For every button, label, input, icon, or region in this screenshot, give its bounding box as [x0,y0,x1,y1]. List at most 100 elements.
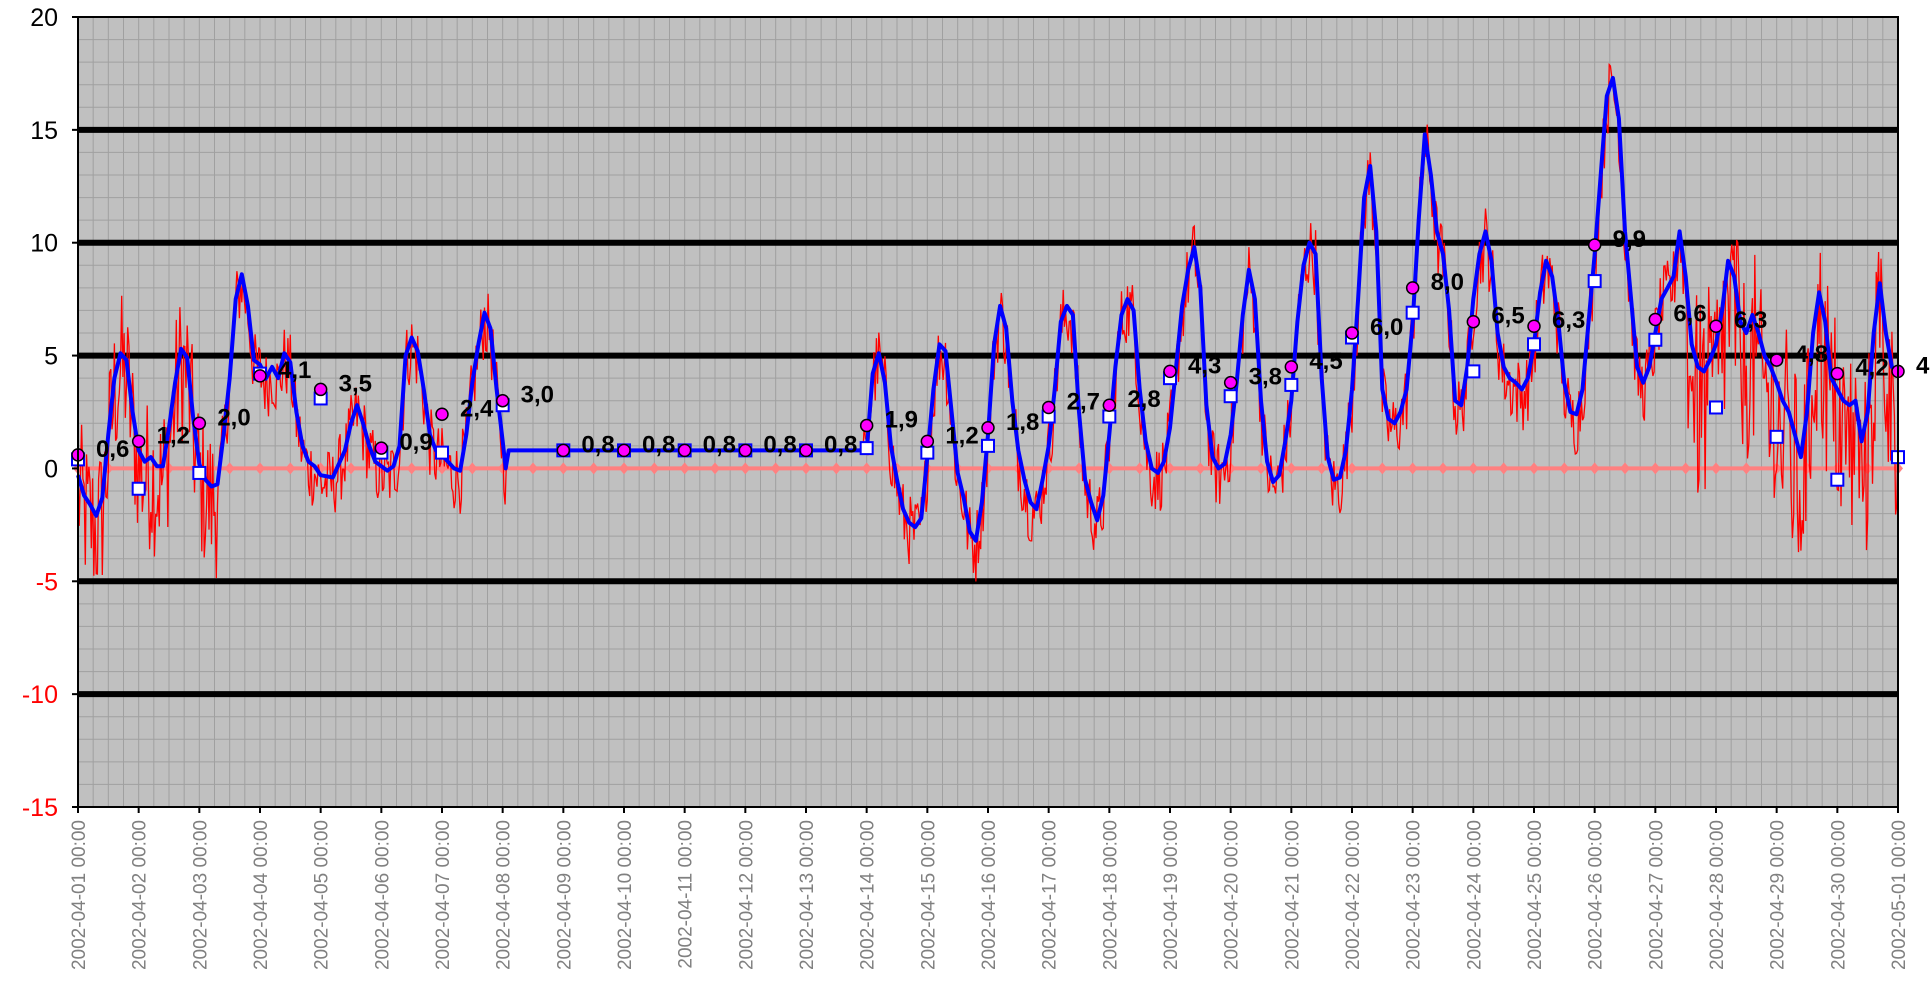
x-tick-label: 2002-04-15 00:00 [918,820,939,970]
x-axis-ticks: 2002-04-01 00:00 2002-04-02 00:00 2002-04-… [69,807,1910,970]
daily-mean-dot [1102,398,1117,412]
zero-line-marker [1256,462,1266,475]
x-tick-label: 2002-04-29 00:00 [1768,820,1789,970]
data-label: 2,4 [460,395,494,422]
daily-mean-markers [71,238,1905,462]
zero-line-marker [649,462,660,475]
x-tick-label: 2002-04-23 00:00 [1404,820,1425,970]
zero-line-marker [1165,462,1175,475]
zero-line-marker [740,462,751,475]
square-marker [192,465,207,480]
zero-line-marker [1468,462,1479,475]
zero-line-marker [1832,462,1843,475]
zero-line-marker [588,462,599,475]
zero-line-marker [1620,462,1630,475]
zero-line-marker [1529,462,1539,475]
x-tick-label: 2002-04-07 00:00 [433,820,454,970]
data-label: 3,0 [521,382,554,409]
x-tick-label: 2002-04-12 00:00 [736,820,757,970]
daily-mean-dot [374,441,389,455]
x-tick-label: 2002-04-20 00:00 [1222,820,1243,970]
x-tick-label: 2002-04-16 00:00 [979,820,1000,970]
x-tick-label: 2002-04-26 00:00 [1586,820,1607,970]
x-tick-label: 2002-04-08 00:00 [494,820,515,970]
y-tick-label: -15 [22,794,58,822]
y-axis-ticks: 20 15 10 5 0 -5 -10 -15 [22,4,78,822]
daily-mean-dot [131,434,146,449]
zero-line-marker [558,462,569,475]
x-tick-label: 2002-04-04 00:00 [251,820,272,970]
x-tick-label: 2002-04-30 00:00 [1828,820,1849,970]
daily-mean-dot [1041,400,1056,415]
x-tick-label: 2002-04-05 00:00 [312,820,333,970]
data-label: 2,0 [217,404,250,431]
y-tick-label: 10 [30,230,58,258]
x-tick-label: 2002-04-19 00:00 [1161,820,1182,970]
zero-line-marker [710,462,720,475]
square-marker [1709,400,1723,415]
data-label: 6,5 [1491,303,1524,330]
square-marker [1527,337,1541,352]
zero-line-marker [528,462,538,475]
data-label: 2,7 [1067,388,1100,415]
data-label: 0,8 [642,431,675,458]
data-label: 0,8 [824,431,857,458]
zero-line-marker [1711,462,1721,475]
daily-mean-dot [556,443,571,458]
zero-line-marker [285,462,296,475]
y-tick-label: 0 [44,455,58,483]
zero-line-marker [1650,462,1661,475]
daily-mean-dot [1769,353,1784,367]
square-marker [1223,389,1238,404]
zero-line-marker [861,462,872,475]
zero-line-marker [406,462,417,475]
daily-mean-dot [1223,375,1238,390]
data-label: 0,8 [703,431,736,458]
zero-line-marker [1377,462,1388,475]
data-label: 4,5 [1309,348,1342,375]
x-tick-label: 2002-04-28 00:00 [1707,820,1728,970]
square-marker [981,438,995,453]
zero-line-marker [1741,462,1752,475]
daily-mean-dot [253,369,267,383]
x-tick-label: 2002-04-25 00:00 [1525,820,1546,970]
zero-line-marker [346,462,356,475]
x-tick-label: 2002-04-18 00:00 [1100,820,1121,970]
x-tick-label: 2002-04-01 00:00 [69,820,90,970]
square-marker [1830,472,1845,487]
daily-mean-dot [495,393,510,408]
square-marker [1587,274,1602,289]
square-marker [1466,364,1481,379]
zero-line-marker [1074,462,1084,475]
data-label: 0,6 [96,436,129,463]
data-label: 1,9 [885,407,918,434]
x-tick-label: 2002-04-10 00:00 [615,820,636,970]
x-tick-label: 2002-04-06 00:00 [372,820,393,970]
zero-line-marker [467,462,478,475]
data-label: 2,8 [1127,386,1160,413]
daily-mean-dot [192,416,207,431]
daily-mean-dot [1527,319,1541,333]
daily-mean-dot [859,418,874,433]
zero-line-marker [619,462,629,475]
data-label: 1,2 [157,422,190,449]
daily-mean-dot [617,443,631,458]
square-marker [1769,429,1784,444]
zero-line-marker [255,462,265,475]
x-tick-label: 2002-04-27 00:00 [1646,820,1667,970]
daily-mean-dot [1284,360,1299,374]
data-label: 4,8 [1795,341,1828,368]
zero-line-marker [1316,462,1327,475]
x-tick-label: 2002-04-13 00:00 [797,820,818,970]
daily-mean-dot [1648,312,1663,327]
daily-mean-dot [1405,281,1420,295]
x-tick-label: 2002-04-17 00:00 [1040,820,1061,970]
zero-line-marker [1347,462,1357,475]
zero-line-marker [1498,462,1509,475]
x-tick-label: 2002-04-09 00:00 [554,820,575,970]
data-label: 4,2 [1855,355,1888,382]
daily-mean-dot [313,382,328,397]
daily-mean-dot [677,443,692,458]
x-tick-label: 2002-05-01 00:00 [1889,820,1910,970]
